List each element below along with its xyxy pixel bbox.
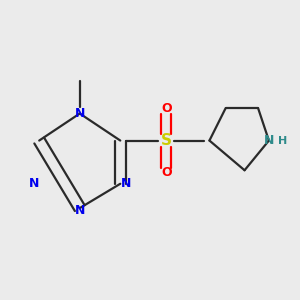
Text: N: N	[75, 107, 85, 120]
Text: S: S	[161, 133, 172, 148]
Text: O: O	[161, 167, 172, 179]
Text: N: N	[264, 134, 274, 147]
Text: N: N	[75, 204, 85, 217]
Text: N: N	[28, 177, 39, 190]
Text: H: H	[278, 136, 287, 146]
Text: O: O	[161, 102, 172, 115]
Text: N: N	[121, 177, 131, 190]
